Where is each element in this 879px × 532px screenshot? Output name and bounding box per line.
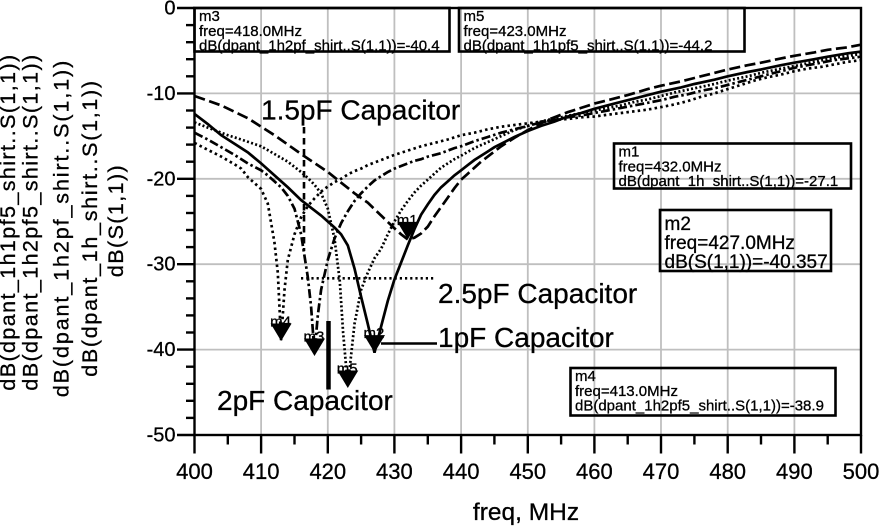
svg-text:480: 480 <box>709 459 746 484</box>
svg-text:freq, MHz: freq, MHz <box>473 499 579 526</box>
svg-text:m1: m1 <box>397 212 418 229</box>
svg-text:450: 450 <box>509 459 546 484</box>
svg-text:430: 430 <box>376 459 413 484</box>
svg-text:m3: m3 <box>199 8 220 25</box>
svg-text:dB(dpant_1h2pf_shirt..S(1,1))=: dB(dpant_1h2pf_shirt..S(1,1))=-40.4 <box>199 37 440 54</box>
svg-text:420: 420 <box>309 459 346 484</box>
svg-text:490: 490 <box>776 459 813 484</box>
svg-text:m5: m5 <box>464 8 485 25</box>
svg-text:500: 500 <box>843 459 879 484</box>
svg-text:460: 460 <box>576 459 613 484</box>
svg-text:1pF Capacitor: 1pF Capacitor <box>438 322 614 353</box>
svg-text:dB(dpant_1h1pf5_shirt..S(1,1)): dB(dpant_1h1pf5_shirt..S(1,1)) <box>0 53 20 390</box>
svg-text:freq=427.0MHz: freq=427.0MHz <box>665 233 795 254</box>
svg-text:0: 0 <box>164 0 175 20</box>
svg-text:freq=423.0MHz: freq=423.0MHz <box>464 23 567 40</box>
svg-text:dB(S(1,1)): dB(S(1,1)) <box>104 164 128 277</box>
svg-text:freq=418.0MHz: freq=418.0MHz <box>199 23 302 40</box>
svg-text:-20: -20 <box>147 168 176 190</box>
svg-text:440: 440 <box>443 459 480 484</box>
svg-text:m1: m1 <box>619 144 640 161</box>
svg-text:freq=432.0MHz: freq=432.0MHz <box>619 158 722 175</box>
svg-text:dB(dpant_1h_shirt..S(1,1))=-27: dB(dpant_1h_shirt..S(1,1))=-27.1 <box>619 173 839 190</box>
svg-text:dB(S(1,1))=-40.357: dB(S(1,1))=-40.357 <box>665 252 828 273</box>
svg-text:470: 470 <box>643 459 680 484</box>
svg-text:-30: -30 <box>147 254 176 276</box>
svg-text:m4: m4 <box>270 314 291 331</box>
svg-text:dB(dpant_1h2pf_shirt..S(1,1)): dB(dpant_1h2pf_shirt..S(1,1)) <box>50 59 74 397</box>
svg-text:400: 400 <box>176 459 213 484</box>
svg-text:m2: m2 <box>364 325 385 342</box>
svg-text:1.5pF Capacitor: 1.5pF Capacitor <box>261 95 460 126</box>
svg-text:m3: m3 <box>304 329 325 346</box>
svg-text:m2: m2 <box>665 214 691 235</box>
svg-text:m5: m5 <box>337 361 358 378</box>
svg-text:dB(dpant_1h_shirt..S(1,1)): dB(dpant_1h_shirt..S(1,1)) <box>78 79 102 377</box>
svg-text:dB(dpant_1h1pf5_shirt..S(1,1)): dB(dpant_1h1pf5_shirt..S(1,1))=-44.2 <box>464 37 713 54</box>
svg-text:m4: m4 <box>575 368 596 385</box>
svg-text:-50: -50 <box>147 425 176 447</box>
svg-text:dB(dpant_1h2pf5_shirt..S(1,1)): dB(dpant_1h2pf5_shirt..S(1,1)) <box>19 53 43 390</box>
svg-text:-10: -10 <box>147 83 176 105</box>
svg-text:dB(dpant_1h2pf5_shirt..S(1,1)): dB(dpant_1h2pf5_shirt..S(1,1))=-38.9 <box>575 397 824 414</box>
svg-text:2.5pF Capacitor: 2.5pF Capacitor <box>438 278 637 309</box>
svg-text:2pF Capacitor: 2pF Capacitor <box>217 385 393 416</box>
svg-text:freq=413.0MHz: freq=413.0MHz <box>575 383 678 400</box>
svg-text:410: 410 <box>243 459 280 484</box>
svg-text:-40: -40 <box>147 339 176 361</box>
